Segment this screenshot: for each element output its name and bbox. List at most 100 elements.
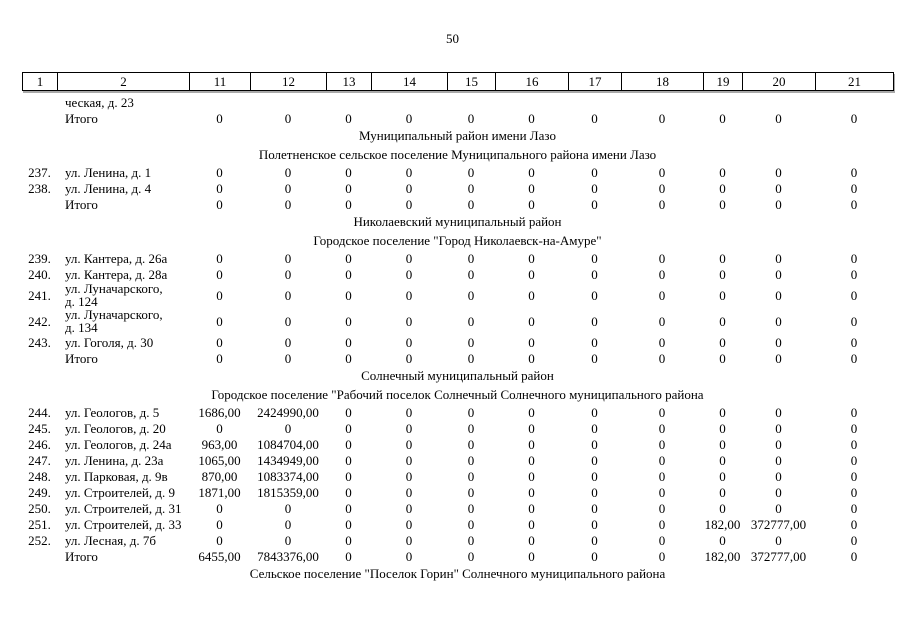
value-cell: 0 [528,548,535,564]
address-cell: ул. Луначарского, д. 134 [65,307,163,335]
value-cell: 0 [345,164,352,180]
value-cell: 0 [345,452,352,468]
value-cell: 0 [405,350,413,366]
section-title: Сельское поселение "Поселок Горин" Солне… [249,566,666,581]
table-row: Итого 0 0 0 0 0 0 0 0 0 0 0 [22,110,893,126]
value-cell: 0 [850,287,858,303]
value-cell: 0 [528,287,535,303]
column-header: 17 [568,72,622,91]
value-cell: 0 [405,420,413,436]
value-cell: 0 [658,164,666,180]
value-cell: 0 [528,334,535,350]
value-cell: 0 [284,532,292,548]
value-cell: 0 [719,164,726,180]
table-row: ческая, д. 23 [22,94,893,110]
address-cell: ул. Луначарского, д. 124 [65,281,163,309]
value-cell: 0 [528,313,535,329]
value-cell: 0 [405,548,413,564]
value-cell: 0 [719,250,726,266]
value-cell: 0 [775,468,782,484]
value-cell: 0 [467,196,475,212]
table-row: 252. ул. Лесная, д. 7б 0 0 0 0 0 0 0 0 0 0 0 [22,532,893,548]
value-cell [371,94,447,110]
table-row: 249. ул. Строителей, д. 9 1871,00 1815359,0… [22,484,893,500]
value-cell: 0 [591,110,598,126]
value-cell [815,94,893,110]
value-cell: 0 [528,516,535,532]
row-number [22,350,57,366]
value-cell: 0 [775,287,782,303]
value-cell: 0 [591,196,598,212]
section-row: Солнечный муниципальный район [22,366,893,385]
value-cell: 0 [850,500,858,516]
value-cell: 0 [405,287,413,303]
section-title: Солнечный муниципальный район [361,368,554,383]
value-cell: 2424990,00 [257,404,319,420]
value-cell: 0 [850,164,858,180]
value-cell: 0 [528,468,535,484]
value-cell: 0 [658,313,666,329]
address-cell: ул. Гоголя, д. 30 [65,334,154,350]
row-number: 252. [28,532,51,548]
value-cell: 182,00 [704,516,741,532]
value-cell: 0 [467,468,475,484]
column-header: 19 [703,72,743,91]
address-cell: ул. Кантера, д. 28а [65,266,168,282]
value-cell: 0 [345,548,352,564]
value-cell: 0 [345,196,352,212]
value-cell: 0 [405,110,413,126]
value-cell: 0 [405,266,413,282]
row-number: 243. [28,334,51,350]
value-cell: 0 [216,180,223,196]
value-cell: 0 [284,516,292,532]
section-row: Полетненское сельское поселение Муниципа… [22,145,893,164]
value-cell: 372777,00 [750,516,807,532]
value-cell: 0 [719,180,726,196]
address-cell: Итого [65,548,98,564]
value-cell: 0 [719,404,726,420]
row-number: 251. [28,516,51,532]
value-cell: 0 [345,350,352,366]
column-header: 20 [742,72,816,91]
value-cell: 0 [719,436,726,452]
value-cell: 0 [216,196,223,212]
value-cell: 0 [345,484,352,500]
section-title: Николаевский муниципальный район [353,214,562,229]
value-cell [568,94,621,110]
value-cell: 0 [719,500,726,516]
row-number [22,548,57,564]
value-cell: 0 [658,548,666,564]
value-cell: 0 [775,452,782,468]
value-cell: 372777,00 [750,548,807,564]
value-cell: 0 [345,334,352,350]
value-cell: 0 [345,180,352,196]
value-cell: 0 [405,180,413,196]
value-cell: 0 [850,516,858,532]
value-cell: 0 [345,500,352,516]
value-cell: 0 [850,484,858,500]
column-header: 13 [326,72,372,91]
value-cell: 0 [467,532,475,548]
value-cell: 1815359,00 [257,484,319,500]
value-cell: 0 [775,404,782,420]
value-cell: 0 [658,452,666,468]
value-cell: 0 [405,250,413,266]
section-row: Муниципальный район имени Лазо [22,126,893,145]
value-cell: 0 [658,420,666,436]
value-cell: 0 [284,500,292,516]
value-cell: 1871,00 [198,484,241,500]
value-cell: 0 [405,516,413,532]
value-cell: 0 [528,420,535,436]
value-cell: 0 [528,110,535,126]
value-cell: 0 [775,350,782,366]
address-cell: ул. Строителей, д. 31 [65,500,182,516]
value-cell [326,94,371,110]
value-cell: 0 [284,350,292,366]
value-cell: 0 [528,196,535,212]
value-cell: 0 [775,110,782,126]
value-cell: 0 [405,334,413,350]
value-cell: 0 [284,250,292,266]
section-title: Муниципальный район имени Лазо [359,128,556,143]
value-cell: 0 [528,452,535,468]
value-cell: 0 [775,196,782,212]
